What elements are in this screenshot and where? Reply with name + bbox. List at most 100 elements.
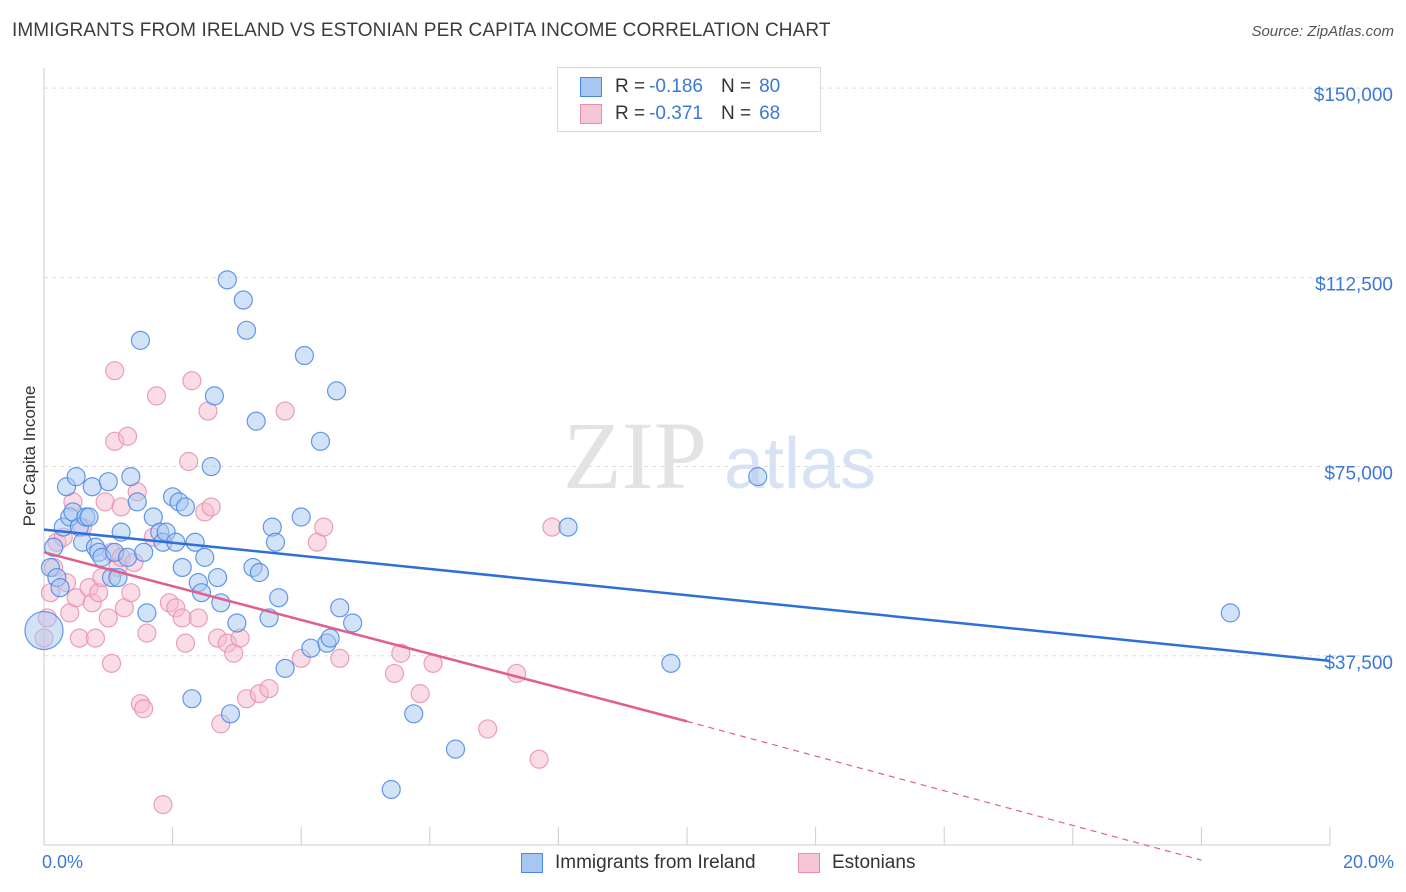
estonians-point	[146, 386, 167, 406]
ireland-point	[201, 456, 221, 477]
y-tick-labels: $37,500 $75,000 $112,500 $150,000	[1314, 85, 1393, 674]
estonians-point	[529, 749, 549, 769]
estonians-point	[111, 497, 131, 517]
grid-lines	[44, 87, 1392, 657]
series-legend-estonians: Estonians	[798, 852, 915, 874]
legend-row-estonians: R = -0.371 N = 68	[580, 101, 798, 127]
ireland-point	[320, 628, 340, 648]
y-tick-label: $75,000	[1324, 464, 1393, 485]
estonians-point	[117, 426, 138, 446]
ireland-points	[24, 270, 1240, 800]
legend-r-label: R =	[615, 103, 646, 124]
estonians-point	[101, 653, 122, 673]
estonians-point	[188, 608, 208, 628]
estonians-point	[259, 678, 279, 699]
watermark-zip: ZIP	[563, 402, 707, 509]
ireland-point	[249, 562, 270, 583]
estonians-point	[201, 497, 221, 517]
ireland-point	[294, 345, 315, 366]
estonians-point	[330, 648, 350, 668]
ireland-point	[217, 270, 237, 290]
series-label-estonians: Estonians	[832, 852, 916, 873]
ireland-point	[381, 779, 401, 800]
ireland-point	[130, 330, 151, 350]
ireland-point	[310, 431, 331, 451]
chart-title: IMMIGRANTS FROM IRELAND VS ESTONIAN PER …	[12, 20, 831, 41]
y-axis-label: Per Capita Income	[20, 385, 39, 527]
estonians-point	[153, 795, 173, 815]
ireland-point	[195, 547, 215, 567]
watermark-atlas: atlas	[724, 424, 876, 504]
ireland-point	[558, 517, 578, 537]
ireland-point	[44, 537, 64, 557]
legend-r-value: -0.186	[649, 76, 703, 97]
ireland-point	[330, 598, 350, 618]
estonians-point	[105, 361, 125, 381]
y-tick-label: $37,500	[1324, 653, 1393, 674]
ireland-point	[82, 477, 102, 497]
ireland-point	[445, 739, 466, 759]
ireland-point	[182, 689, 202, 709]
estonians-point	[85, 628, 106, 648]
ireland-point	[137, 603, 157, 623]
y-tick-label: $112,500	[1315, 274, 1393, 295]
estonians-point	[410, 684, 430, 704]
correlation-legend: R = -0.186 N = 80 R = -0.371 N = 68	[557, 67, 821, 132]
ireland-point	[121, 467, 141, 487]
ireland-point	[748, 467, 768, 487]
ireland-point	[175, 497, 196, 517]
estonians-point	[507, 663, 527, 684]
legend-r-label: R =	[615, 76, 646, 97]
estonians-trend-line	[43, 551, 688, 723]
ireland-point	[236, 320, 257, 340]
ireland-point	[275, 658, 295, 678]
series-swatch-estonians	[798, 853, 820, 873]
x-tick-label-max: 20.0%	[1342, 852, 1394, 872]
estonians-points	[34, 361, 562, 815]
ireland-point	[246, 411, 266, 431]
estonians-point	[175, 633, 196, 653]
ireland-point	[220, 704, 241, 724]
legend-swatch-ireland	[580, 77, 602, 97]
ireland-point	[343, 613, 363, 633]
watermark: ZIP atlas	[563, 402, 876, 509]
legend-row-ireland: R = -0.186 N = 80	[580, 74, 798, 100]
legend-n-value: 68	[759, 103, 781, 124]
ireland-point	[269, 588, 289, 608]
ireland-point	[661, 653, 681, 673]
estonians-point	[179, 451, 199, 472]
ireland-point	[204, 386, 224, 406]
source-label: Source: ZipAtlas.com	[1251, 23, 1394, 40]
estonians-point	[275, 401, 295, 421]
estonians-point	[384, 663, 405, 684]
trend-lines	[43, 528, 1331, 861]
ireland-trend-line	[43, 528, 1331, 663]
ireland-point	[208, 567, 228, 588]
estonians-point	[478, 719, 498, 739]
estonians-point	[121, 583, 141, 603]
ireland-point	[134, 542, 154, 562]
ireland-point	[291, 507, 311, 527]
ireland-point	[98, 472, 118, 492]
legend-swatch-estonians	[580, 104, 602, 124]
x-tick-label-min: 0.0%	[42, 852, 84, 872]
series-label-ireland: Immigrants from Ireland	[555, 852, 756, 873]
series-legend-ireland: Immigrants from Ireland	[521, 852, 756, 874]
ireland-point	[301, 638, 321, 658]
estonians-point	[314, 517, 334, 537]
estonians-point	[69, 628, 89, 648]
estonians-point	[134, 699, 154, 719]
ireland-point	[265, 532, 286, 552]
ireland-point	[79, 507, 99, 527]
estonians-point	[98, 608, 118, 628]
ireland-point	[227, 613, 247, 633]
estonians-point	[391, 643, 411, 663]
ireland-point	[404, 704, 424, 724]
estonians-point	[172, 608, 192, 628]
estonians-point	[95, 492, 115, 512]
legend-n-value: 80	[759, 76, 781, 97]
legend-n-label: N =	[720, 76, 752, 97]
legend-n-label: N =	[720, 103, 752, 124]
estonians-point	[542, 517, 562, 537]
